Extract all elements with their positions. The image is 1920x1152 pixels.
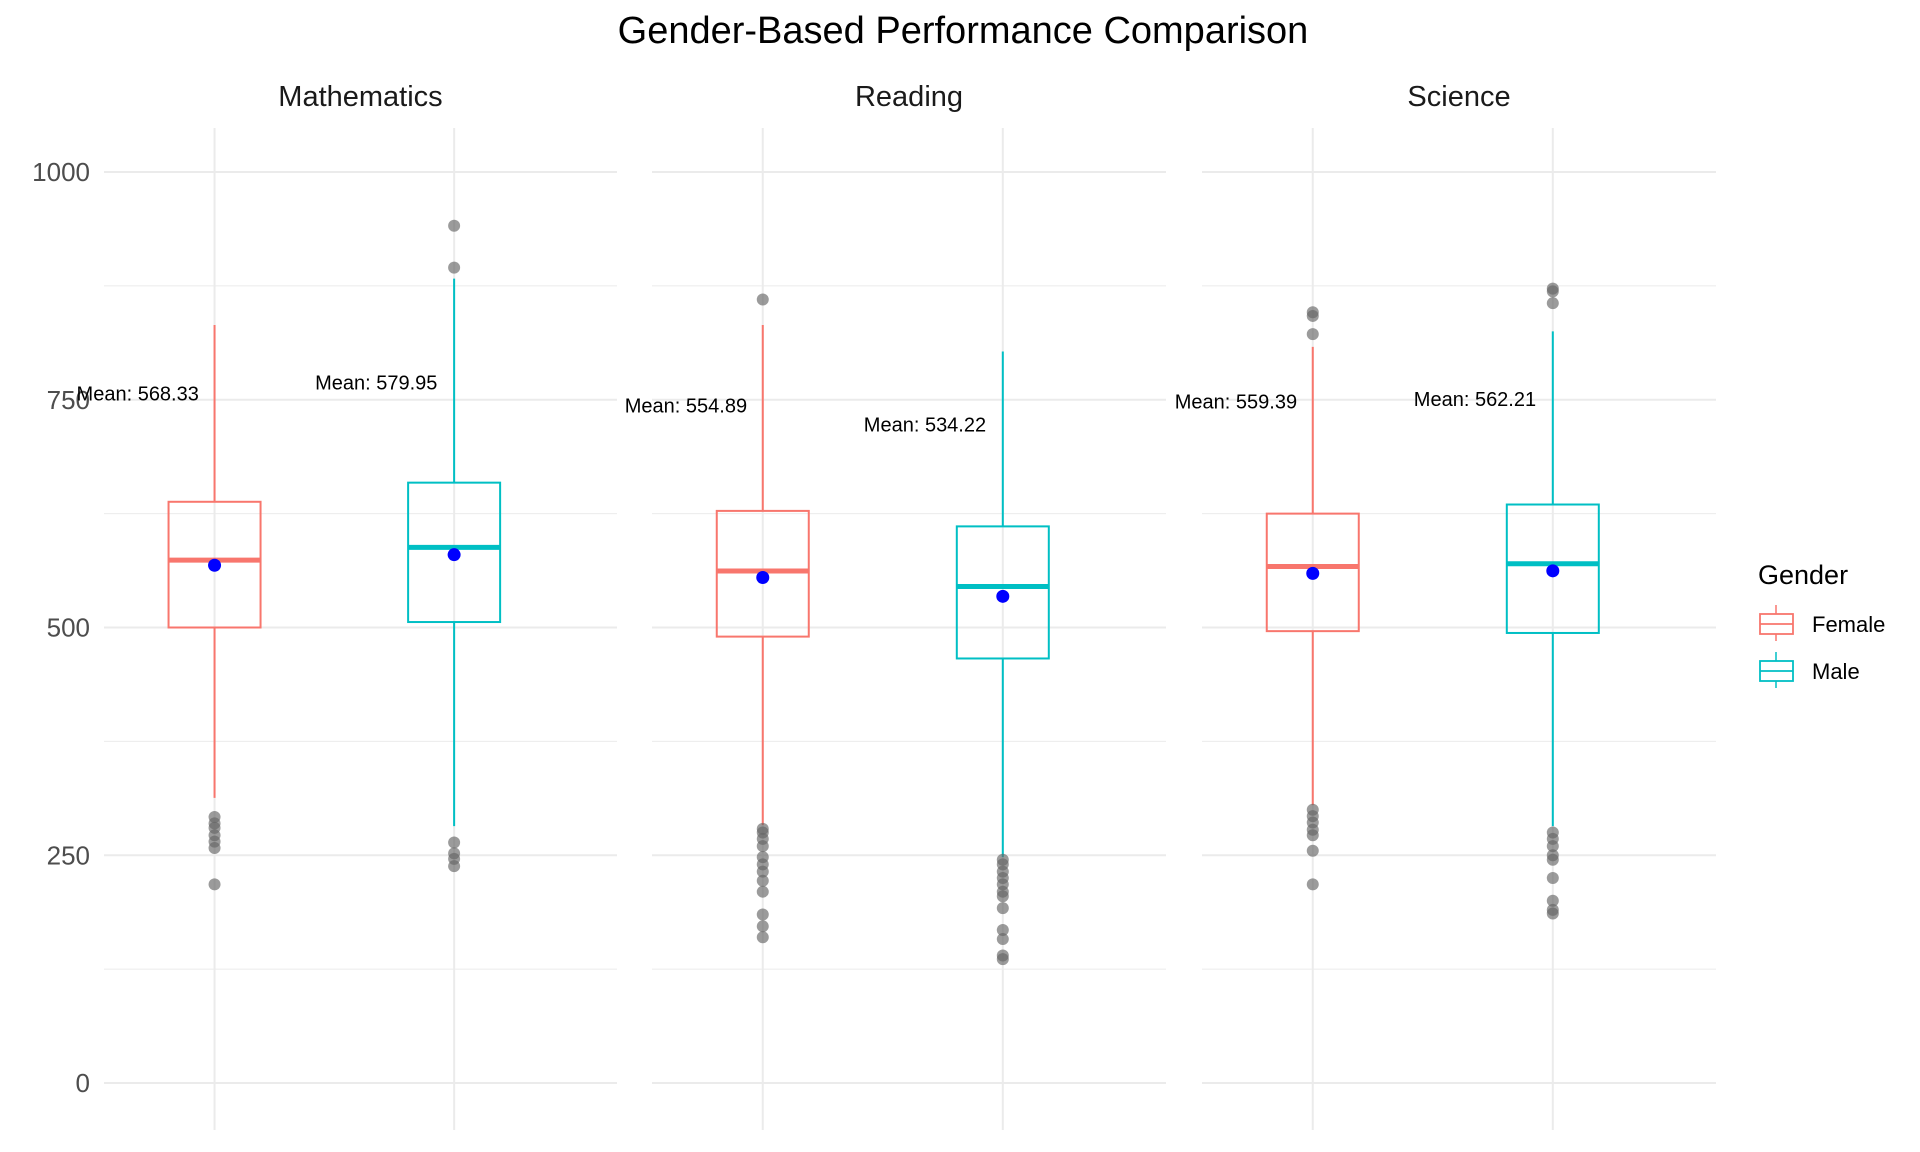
outlier-point <box>756 920 769 933</box>
box-male: Mean: 579.95 <box>315 219 502 873</box>
outlier-point <box>996 902 1009 915</box>
y-axis: 0 250 500 750 1000 <box>32 157 90 1098</box>
mean-label: Mean: 534.22 <box>864 414 986 436</box>
outlier-point <box>1306 309 1319 322</box>
chart-title: Gender-Based Performance Comparison <box>618 10 1309 52</box>
legend-label: Male <box>1812 659 1860 684</box>
mean-point <box>1306 566 1320 580</box>
outlier-point <box>996 933 1009 946</box>
mean-point <box>447 548 461 562</box>
outlier-point <box>756 874 769 887</box>
outlier-point <box>1546 907 1559 920</box>
outlier-point <box>1546 297 1559 310</box>
mean-label: Mean: 579.95 <box>315 373 437 395</box>
iqr-box <box>1505 503 1600 634</box>
legend-label: Female <box>1812 612 1885 637</box>
iqr-box <box>407 481 502 624</box>
mean-point <box>1546 564 1560 578</box>
box-male: Mean: 534.22 <box>864 351 1050 966</box>
mean-point <box>208 558 222 572</box>
y-tick-label: 1000 <box>32 157 90 187</box>
outlier-point <box>1546 872 1559 885</box>
outlier-point <box>756 931 769 944</box>
outlier-point <box>756 885 769 898</box>
y-tick-label: 0 <box>76 1068 90 1098</box>
outlier-point <box>1546 853 1559 866</box>
panel-mathematics: Mathematics Mean: 568.33 Mean: 579.95 <box>77 81 617 1130</box>
outlier-point <box>448 219 461 232</box>
mean-label: Mean: 562.21 <box>1414 389 1536 411</box>
box-female: Mean: 554.89 <box>625 293 810 944</box>
outlier-point <box>1546 285 1559 298</box>
mean-label: Mean: 568.33 <box>77 383 199 405</box>
outlier-point <box>448 836 461 849</box>
outlier-point <box>1306 844 1319 857</box>
box-female: Mean: 568.33 <box>77 325 262 891</box>
iqr-box <box>167 500 262 629</box>
facet-strip-label: Science <box>1407 81 1510 113</box>
outlier-point <box>756 865 769 878</box>
legend-item-female: Female <box>1759 605 1885 641</box>
y-tick-label: 750 <box>47 385 90 415</box>
box-male: Mean: 562.21 <box>1414 282 1600 920</box>
legend: Gender Female Male <box>1758 560 1885 688</box>
iqr-box <box>715 509 810 638</box>
outlier-point <box>448 860 461 873</box>
outlier-point <box>996 923 1009 936</box>
mean-label: Mean: 559.39 <box>1175 391 1297 413</box>
outlier-point <box>448 261 461 274</box>
outlier-point <box>1546 840 1559 853</box>
mean-label: Mean: 554.89 <box>625 395 747 417</box>
outlier-point <box>996 890 1009 903</box>
panel-science: Science Mean: 559.39 Mean: 562.21 <box>1175 81 1716 1130</box>
outlier-point <box>1546 894 1559 907</box>
iqr-box <box>1265 512 1360 633</box>
legend-items: Female Male <box>1759 605 1885 688</box>
outlier-point <box>756 293 769 306</box>
outlier-point <box>208 841 221 854</box>
panel-reading: Reading Mean: 554.89 Mean: 534.22 <box>625 81 1166 1130</box>
y-tick-label: 250 <box>47 840 90 870</box>
outlier-point <box>208 878 221 891</box>
outlier-point <box>756 908 769 921</box>
facet-strip-label: Mathematics <box>278 81 442 113</box>
legend-title: Gender <box>1758 560 1848 590</box>
iqr-box <box>955 525 1050 660</box>
outlier-point <box>996 953 1009 966</box>
outlier-point <box>756 840 769 853</box>
facet-panels: Mathematics Mean: 568.33 Mean: 579.95 Readi… <box>77 81 1716 1130</box>
legend-item-male: Male <box>1759 652 1860 688</box>
outlier-point <box>1306 328 1319 341</box>
outlier-point <box>1306 829 1319 842</box>
facet-strip-label: Reading <box>855 81 963 113</box>
mean-point <box>756 570 770 584</box>
box-female: Mean: 559.39 <box>1175 306 1360 891</box>
mean-point <box>996 589 1010 603</box>
outlier-point <box>1306 878 1319 891</box>
y-tick-label: 500 <box>47 613 90 643</box>
